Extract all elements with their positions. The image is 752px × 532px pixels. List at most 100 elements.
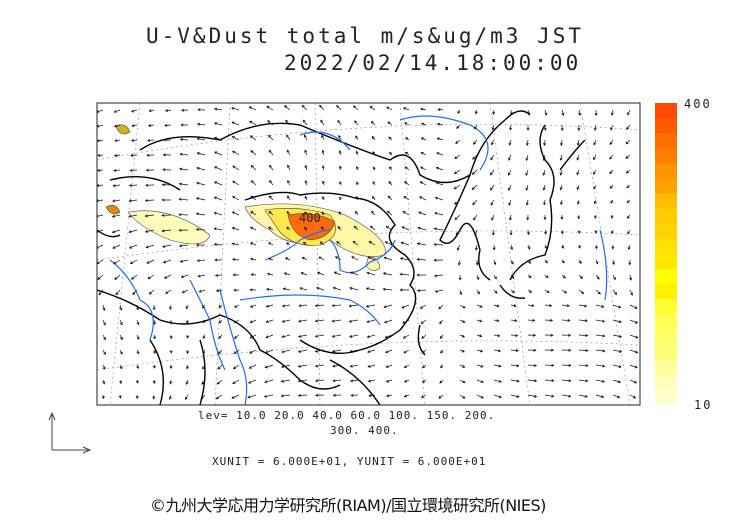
wind-arrow [339, 180, 342, 186]
wind-arrow [249, 257, 257, 261]
wind-arrow [493, 379, 503, 383]
wind-arrow [510, 333, 519, 337]
wind-arrow [527, 259, 531, 265]
wind-arrow [250, 211, 257, 216]
colorbar-band [655, 359, 677, 376]
wind-arrow [349, 379, 359, 383]
wind-arrow [185, 394, 189, 400]
wind-arrow [544, 289, 550, 294]
wind-arrow [113, 259, 121, 265]
wind-arrow [527, 363, 538, 367]
wind-arrow [232, 364, 240, 370]
wind-arrow [508, 214, 512, 221]
wind-arrow [152, 349, 156, 355]
wind-arrow [112, 244, 121, 249]
wind-arrow [202, 319, 206, 324]
wind-arrow [527, 109, 531, 116]
wind-arrow [202, 334, 206, 339]
wind-arrow [248, 364, 257, 369]
wind-arrow [371, 135, 376, 141]
wind-arrow [416, 289, 427, 293]
wind-arrow [355, 196, 359, 201]
wind-arrow [437, 108, 444, 112]
wind-arrow [561, 244, 564, 249]
wind-arrow [130, 274, 138, 280]
wind-arrow [578, 274, 583, 280]
wind-arrow [510, 259, 514, 265]
wind-arrow [434, 289, 444, 293]
wind-arrow [348, 319, 359, 323]
wind-arrow [280, 379, 291, 383]
wind-arrow [435, 166, 444, 171]
wind-arrow [476, 289, 480, 295]
wind-arrow [249, 135, 257, 141]
wind-arrow [526, 229, 530, 236]
colorbar-band [655, 118, 677, 134]
wind-arrow [356, 165, 359, 171]
wind-arrow [625, 139, 631, 145]
wind-arrow [250, 273, 257, 277]
wind-arrow [161, 213, 172, 217]
wind-arrow [304, 226, 308, 231]
wind-arrow [162, 168, 172, 172]
wind-arrow [629, 289, 633, 296]
wind-arrow [202, 349, 206, 355]
wind-arrow [416, 273, 427, 277]
wind-arrow [384, 241, 393, 246]
wind-arrow [594, 229, 598, 234]
wind-arrow [629, 319, 639, 324]
wind-arrow [299, 287, 308, 291]
wind-arrow [510, 244, 514, 251]
wind-arrow [352, 240, 359, 246]
wind-arrow [438, 394, 444, 399]
wind-arrow [595, 304, 605, 308]
wind-arrow [385, 379, 393, 383]
wind-arrow [263, 394, 274, 398]
wind-arrow [403, 364, 410, 368]
wind-arrow [527, 379, 538, 383]
wind-arrow [493, 334, 501, 338]
wind-arrow [336, 105, 342, 111]
wind-arrow [627, 109, 631, 116]
wind-arrow [629, 304, 638, 309]
wind-arrow [612, 259, 616, 266]
wind-arrow [303, 134, 308, 141]
wind-arrow [118, 394, 122, 399]
wind-arrow [213, 107, 223, 111]
wind-arrow [457, 244, 461, 251]
wind-arrow [352, 105, 359, 111]
wind-arrow [455, 139, 461, 144]
wind-arrow [610, 199, 614, 204]
wind-arrow [595, 319, 606, 323]
wind-arrow [164, 123, 172, 127]
wind-arrow [101, 394, 105, 400]
wind-arrow [152, 304, 156, 311]
colorbar-min-label: 10 [694, 398, 713, 412]
wind-arrow [287, 179, 291, 186]
wind-arrow [152, 394, 156, 400]
wind-arrow [420, 394, 427, 398]
wind-arrow [250, 195, 257, 201]
wind-arrow [593, 199, 597, 205]
wind-arrow [98, 289, 104, 296]
wind-arrow [493, 289, 498, 294]
wind-arrow [265, 319, 274, 323]
wind-arrow [111, 214, 121, 218]
wind-arrow [231, 242, 240, 246]
wind-arrow [314, 349, 325, 353]
wind-arrow [612, 394, 621, 399]
wind-arrow [527, 304, 535, 308]
wind-arrow [372, 151, 376, 156]
wind-arrow [459, 379, 466, 384]
wind-arrow [97, 184, 104, 188]
wind-arrow [314, 334, 325, 338]
wind-arrow [508, 154, 512, 161]
wind-arrow [218, 304, 223, 308]
wind-arrow [233, 288, 240, 292]
wind-arrow [264, 364, 274, 369]
wind-arrow [421, 379, 427, 383]
wind-arrow [136, 304, 140, 311]
wind-arrow [129, 168, 138, 172]
wind-arrow [213, 196, 223, 201]
wind-arrow [102, 364, 106, 370]
